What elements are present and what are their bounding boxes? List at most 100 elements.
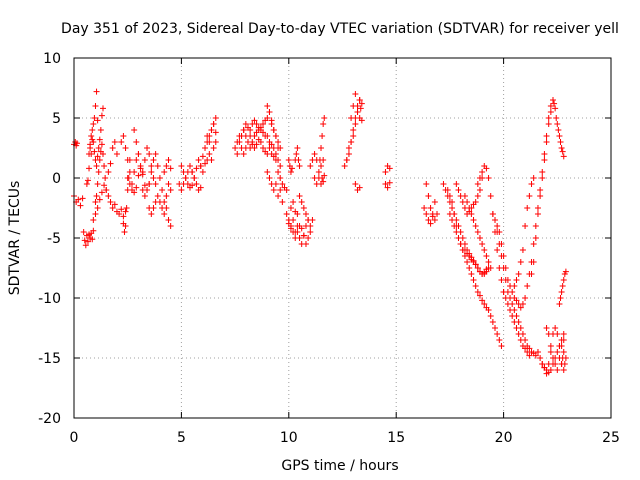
- data-point: [350, 127, 357, 133]
- data-point: [150, 157, 157, 163]
- data-point: [457, 241, 464, 247]
- data-point: [461, 247, 468, 253]
- data-point: [131, 189, 138, 196]
- data-point: [165, 181, 172, 187]
- data-point: [470, 277, 477, 283]
- data-point: [275, 169, 282, 175]
- data-point: [95, 169, 102, 175]
- data-point: [474, 289, 481, 295]
- data-point: [352, 121, 359, 127]
- data-point: [92, 199, 99, 205]
- data-point: [144, 145, 151, 151]
- data-point: [113, 151, 120, 157]
- data-point: [152, 181, 159, 187]
- y-tick-label: 5: [52, 111, 61, 127]
- data-point: [309, 217, 316, 223]
- data-point: [539, 169, 546, 175]
- data-point: [122, 145, 129, 151]
- data-point: [268, 117, 275, 124]
- data-point: [431, 217, 438, 223]
- data-point: [472, 223, 479, 229]
- data-point: [451, 223, 458, 229]
- data-point: [507, 307, 514, 313]
- data-point: [154, 163, 161, 169]
- data-point: [515, 271, 522, 277]
- data-point: [555, 127, 562, 133]
- data-point: [440, 181, 447, 187]
- data-point: [294, 145, 301, 151]
- data-point: [163, 163, 170, 169]
- data-point: [356, 184, 363, 191]
- data-point: [285, 157, 292, 163]
- data-point: [509, 313, 516, 319]
- data-point: [302, 211, 309, 217]
- data-point: [123, 205, 130, 211]
- data-point: [539, 361, 546, 367]
- chart-title: Day 351 of 2023, Sidereal Day-to-day VTE…: [61, 21, 619, 37]
- data-point: [161, 211, 168, 217]
- data-point: [513, 277, 520, 283]
- data-point: [105, 193, 112, 199]
- data-point: [519, 247, 526, 253]
- data-point: [90, 121, 97, 127]
- data-point: [294, 211, 301, 217]
- data-point: [556, 133, 563, 139]
- data-point: [425, 217, 432, 223]
- data-point: [500, 265, 507, 271]
- data-point: [90, 227, 97, 234]
- data-point: [97, 127, 104, 133]
- data-point: [148, 169, 155, 175]
- data-point: [511, 319, 518, 325]
- data-point: [101, 182, 108, 189]
- data-point: [429, 211, 436, 217]
- data-point: [204, 133, 211, 139]
- data-point: [253, 121, 260, 127]
- data-point: [524, 349, 531, 355]
- data-point: [524, 205, 531, 211]
- data-point: [481, 247, 488, 253]
- data-point: [476, 235, 483, 241]
- data-point: [202, 160, 209, 167]
- data-point: [311, 151, 318, 157]
- data-point: [427, 205, 434, 211]
- data-point: [287, 225, 294, 232]
- data-point: [287, 205, 294, 211]
- data-point: [474, 265, 481, 271]
- data-point: [547, 367, 554, 373]
- data-point: [193, 181, 200, 187]
- data-point: [266, 145, 273, 151]
- data-point: [150, 175, 157, 181]
- data-point: [386, 165, 393, 172]
- data-point: [472, 199, 479, 205]
- data-point: [539, 175, 546, 181]
- data-point: [131, 127, 138, 133]
- data-point: [197, 163, 204, 169]
- data-point: [131, 169, 138, 175]
- data-point: [345, 151, 352, 157]
- data-point: [496, 337, 503, 343]
- data-point: [557, 295, 564, 301]
- data-point: [461, 193, 468, 199]
- data-point: [165, 157, 172, 163]
- data-point: [341, 163, 348, 169]
- data-point: [156, 199, 163, 205]
- data-point: [257, 139, 264, 145]
- data-point: [358, 117, 365, 124]
- data-point: [249, 141, 256, 148]
- data-point: [118, 139, 125, 145]
- data-point: [476, 175, 483, 181]
- data-point: [464, 259, 471, 265]
- data-point: [526, 193, 533, 199]
- data-point: [247, 127, 254, 133]
- data-point: [277, 163, 284, 169]
- data-point: [345, 145, 352, 151]
- data-point: [517, 337, 524, 343]
- data-point: [552, 105, 559, 112]
- data-point: [528, 181, 535, 187]
- data-point: [554, 121, 561, 127]
- data-point: [547, 103, 554, 109]
- y-tick-label: -5: [47, 231, 61, 247]
- data-point: [545, 331, 552, 337]
- data-point: [496, 241, 503, 247]
